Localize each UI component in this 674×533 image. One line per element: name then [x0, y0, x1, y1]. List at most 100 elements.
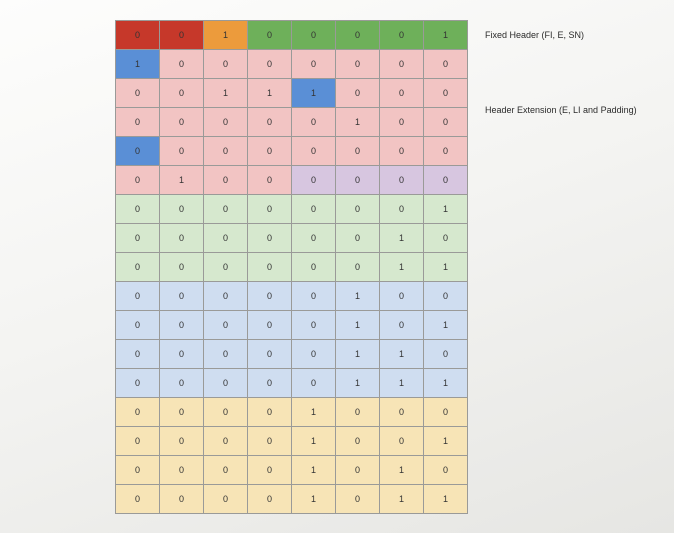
grid-cell: 0 — [160, 456, 204, 485]
grid-cell: 0 — [116, 427, 160, 456]
grid-cell: 1 — [424, 311, 468, 340]
grid-row: 00000111 — [116, 369, 468, 398]
grid-cell: 0 — [204, 137, 248, 166]
grid-cell: 0 — [204, 340, 248, 369]
grid-cell: 0 — [292, 224, 336, 253]
grid-row: 00100001 — [116, 21, 468, 50]
grid-cell: 0 — [292, 21, 336, 50]
grid-cell: 0 — [116, 369, 160, 398]
grid-cell: 0 — [116, 224, 160, 253]
grid-cell: 0 — [380, 195, 424, 224]
grid-cell: 0 — [160, 50, 204, 79]
grid-cell: 0 — [336, 456, 380, 485]
grid-cell: 0 — [380, 79, 424, 108]
grid-cell: 1 — [292, 427, 336, 456]
grid-cell: 0 — [160, 340, 204, 369]
grid-cell: 0 — [204, 50, 248, 79]
grid-cell: 1 — [424, 369, 468, 398]
grid-cell: 1 — [380, 369, 424, 398]
grid-cell: 0 — [248, 108, 292, 137]
grid-cell: 0 — [292, 50, 336, 79]
grid-cell: 0 — [160, 79, 204, 108]
grid-cell: 0 — [116, 166, 160, 195]
grid-cell: 0 — [204, 166, 248, 195]
grid-cell: 1 — [204, 79, 248, 108]
grid-cell: 1 — [292, 456, 336, 485]
grid-cell: 0 — [160, 485, 204, 514]
grid-cell: 0 — [336, 137, 380, 166]
grid-cell: 0 — [380, 166, 424, 195]
grid-cell: 1 — [380, 224, 424, 253]
grid-cell: 0 — [160, 224, 204, 253]
grid-cell: 0 — [424, 224, 468, 253]
grid-cell: 1 — [336, 282, 380, 311]
grid-cell: 0 — [248, 427, 292, 456]
stage: 0010000110000000001110000000010000000000… — [0, 0, 674, 533]
grid-cell: 1 — [380, 485, 424, 514]
grid-cell: 0 — [336, 224, 380, 253]
grid-row: 00111000 — [116, 79, 468, 108]
grid-cell: 1 — [380, 253, 424, 282]
grid-cell: 0 — [292, 108, 336, 137]
grid-cell: 0 — [160, 21, 204, 50]
grid-row: 10000000 — [116, 50, 468, 79]
grid-cell: 1 — [336, 340, 380, 369]
grid-cell: 0 — [116, 253, 160, 282]
grid-cell: 0 — [292, 311, 336, 340]
grid-cell: 1 — [292, 485, 336, 514]
grid-cell: 0 — [116, 398, 160, 427]
grid-cell: 0 — [336, 21, 380, 50]
grid-cell: 0 — [248, 137, 292, 166]
grid-cell: 0 — [116, 340, 160, 369]
grid-cell: 0 — [116, 311, 160, 340]
grid-cell: 0 — [424, 50, 468, 79]
grid-cell: 0 — [424, 456, 468, 485]
grid-cell: 0 — [160, 253, 204, 282]
grid-cell: 1 — [292, 398, 336, 427]
grid-cell: 0 — [424, 166, 468, 195]
grid-row: 00000110 — [116, 340, 468, 369]
grid-cell: 0 — [380, 282, 424, 311]
grid-row: 00000011 — [116, 253, 468, 282]
grid-cell: 0 — [380, 427, 424, 456]
grid-cell: 1 — [160, 166, 204, 195]
grid-cell: 0 — [116, 21, 160, 50]
grid-cell: 1 — [336, 108, 380, 137]
grid-row: 00001010 — [116, 456, 468, 485]
grid-cell: 1 — [204, 21, 248, 50]
grid-cell: 0 — [204, 398, 248, 427]
grid-cell: 0 — [292, 253, 336, 282]
grid-cell: 0 — [424, 340, 468, 369]
grid-cell: 0 — [160, 195, 204, 224]
grid-cell: 0 — [380, 21, 424, 50]
side-label: Fixed Header (FI, E, SN) — [485, 30, 584, 40]
grid-cell: 0 — [248, 485, 292, 514]
grid-cell: 0 — [204, 282, 248, 311]
grid-row: 00001001 — [116, 427, 468, 456]
grid-cell: 1 — [336, 369, 380, 398]
grid-cell: 0 — [116, 485, 160, 514]
grid-cell: 1 — [424, 485, 468, 514]
grid-row: 00000100 — [116, 108, 468, 137]
grid-cell: 0 — [116, 195, 160, 224]
grid-cell: 0 — [204, 224, 248, 253]
grid-cell: 0 — [248, 369, 292, 398]
side-label: Header Extension (E, LI and Padding) — [485, 105, 637, 115]
grid-cell: 0 — [248, 311, 292, 340]
grid-cell: 0 — [116, 108, 160, 137]
grid-cell: 0 — [204, 485, 248, 514]
grid-cell: 0 — [380, 137, 424, 166]
grid-cell: 0 — [116, 137, 160, 166]
grid-cell: 0 — [160, 137, 204, 166]
grid-cell: 0 — [336, 427, 380, 456]
grid-cell: 0 — [292, 282, 336, 311]
grid-cell: 0 — [336, 195, 380, 224]
grid-cell: 0 — [380, 50, 424, 79]
grid-cell: 0 — [336, 398, 380, 427]
grid-cell: 0 — [160, 311, 204, 340]
grid-cell: 0 — [336, 485, 380, 514]
grid-cell: 0 — [336, 166, 380, 195]
grid-cell: 0 — [336, 79, 380, 108]
grid-cell: 1 — [380, 340, 424, 369]
grid-cell: 0 — [248, 21, 292, 50]
